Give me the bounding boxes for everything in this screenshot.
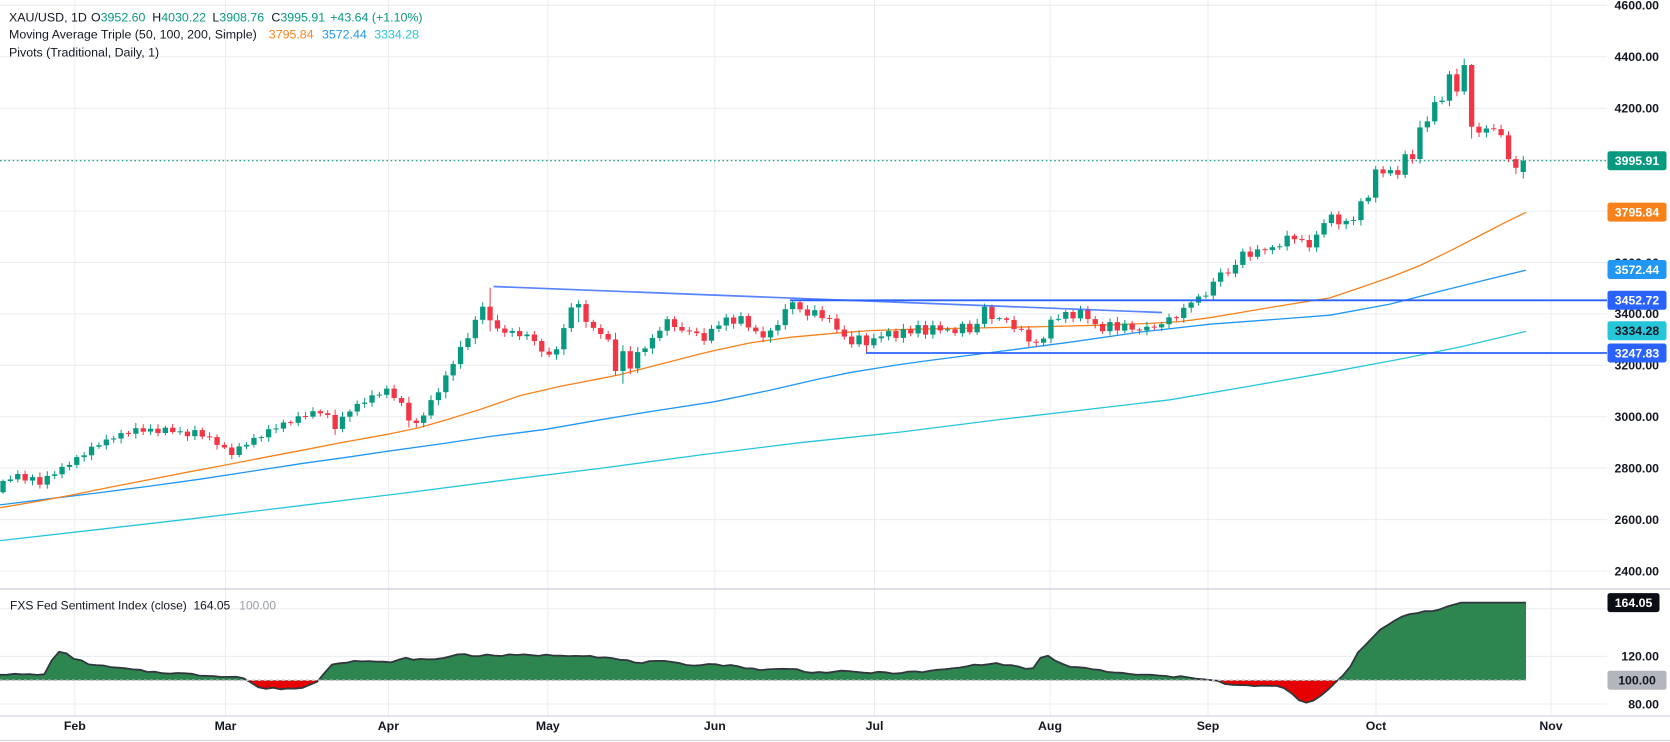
svg-text:3795.84: 3795.84	[1615, 206, 1660, 220]
svg-text:3400.00: 3400.00	[1615, 307, 1660, 321]
svg-text:FXS Fed Sentiment Index (close: FXS Fed Sentiment Index (close) 164.05 100…	[10, 599, 276, 613]
svg-text:3452.72: 3452.72	[1615, 294, 1660, 308]
svg-text:Pivots (Traditional, Daily, 1): Pivots (Traditional, Daily, 1)	[9, 46, 159, 60]
svg-text:3572.44: 3572.44	[1615, 263, 1660, 277]
svg-text:Sep: Sep	[1197, 719, 1220, 733]
svg-text:Aug: Aug	[1038, 719, 1062, 733]
svg-text:3334.28: 3334.28	[1615, 324, 1660, 338]
svg-text:164.05: 164.05	[1615, 596, 1653, 610]
svg-text:Feb: Feb	[64, 719, 86, 733]
svg-text:Jun: Jun	[704, 719, 726, 733]
svg-text:3995.91: 3995.91	[1615, 154, 1660, 168]
svg-text:2400.00: 2400.00	[1615, 564, 1660, 578]
svg-text:Moving Average Triple (50, 100: Moving Average Triple (50, 100, 200, Sim…	[9, 28, 419, 42]
svg-text:3247.83: 3247.83	[1615, 346, 1660, 360]
svg-text:Apr: Apr	[378, 719, 399, 733]
svg-text:4200.00: 4200.00	[1615, 102, 1660, 116]
svg-text:80.00: 80.00	[1628, 697, 1659, 711]
svg-text:Mar: Mar	[215, 719, 237, 733]
svg-text:2800.00: 2800.00	[1615, 461, 1660, 475]
svg-text:2600.00: 2600.00	[1615, 513, 1660, 527]
svg-text:Oct: Oct	[1366, 719, 1387, 733]
svg-text:May: May	[536, 719, 560, 733]
svg-text:4400.00: 4400.00	[1615, 50, 1660, 64]
svg-text:3000.00: 3000.00	[1615, 410, 1660, 424]
svg-text:120.00: 120.00	[1621, 650, 1659, 664]
svg-text:4600.00: 4600.00	[1615, 0, 1660, 13]
svg-text:100.00: 100.00	[1618, 674, 1656, 688]
svg-text:Jul: Jul	[866, 719, 884, 733]
svg-text:Nov: Nov	[1539, 719, 1562, 733]
